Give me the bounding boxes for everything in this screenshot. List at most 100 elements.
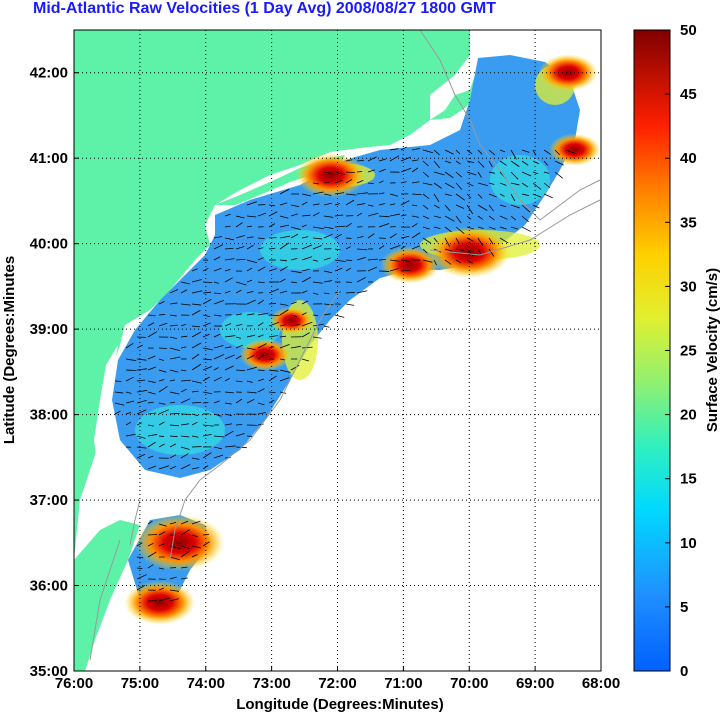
vector-arrow (543, 149, 552, 155)
vector-arrow (224, 365, 234, 371)
vector-arrow (224, 354, 235, 360)
vector-arrow (257, 378, 265, 382)
vector-arrow (312, 191, 324, 195)
vector-arrow (202, 358, 212, 361)
y-axis-label: Latitude (Degrees:Minutes (1, 256, 18, 444)
vector-arrow (389, 259, 400, 262)
vector-arrow (477, 248, 482, 256)
vector-arrow (543, 160, 549, 166)
vector-arrow (345, 159, 353, 162)
vector-arrow (147, 412, 157, 415)
vector-arrow (433, 204, 440, 209)
vector-arrow (257, 257, 264, 261)
vector-arrow (466, 193, 472, 199)
vector-arrow (378, 245, 385, 250)
x-tick-label: 71:00 (384, 675, 422, 692)
vector-arrow (422, 171, 429, 178)
vector-arrow (268, 321, 280, 327)
vector-arrow (290, 204, 300, 208)
vector-arrow (455, 182, 463, 190)
vector-arrow (169, 356, 181, 360)
vector-arrow (301, 236, 309, 239)
vector-arrow (334, 171, 345, 175)
vector-arrow (191, 520, 201, 525)
vector-arrow (488, 193, 497, 198)
hotspot (295, 153, 367, 198)
vector-arrow (235, 380, 243, 383)
vector-arrow (334, 203, 341, 206)
vector-arrow (510, 226, 519, 230)
vector-arrow (169, 545, 181, 549)
vector-arrow (389, 213, 401, 217)
vector-arrow (235, 235, 246, 239)
vector-arrow (422, 215, 430, 220)
vector-arrow (532, 171, 539, 175)
vector-arrow (180, 545, 191, 550)
vector-arrow (257, 266, 266, 272)
vector-arrow (169, 435, 178, 438)
vector-arrow (158, 314, 166, 316)
vector-arrow (224, 247, 234, 250)
vector-arrow (499, 193, 505, 197)
vector-arrow (136, 358, 147, 361)
vector-arrow (301, 358, 310, 362)
hotspots (124, 54, 601, 625)
x-tick-label: 70:00 (450, 675, 488, 692)
vector-arrow (488, 160, 493, 168)
vector-arrow (169, 521, 177, 525)
vector-arrow (268, 314, 280, 317)
vector-arrow (301, 224, 307, 228)
vector-arrow (257, 402, 265, 406)
vector-arrow (125, 433, 136, 437)
vector-arrow (455, 204, 465, 209)
vector-arrow (180, 435, 190, 438)
vector-arrow (356, 192, 368, 195)
vector-arrow (532, 182, 542, 190)
vector-arrow (290, 226, 301, 231)
vector-arrow (169, 369, 179, 373)
vector-arrow (213, 454, 224, 459)
vector-arrow (169, 598, 179, 602)
colorbar-tick-label: 20 (680, 407, 697, 424)
vector-arrow (180, 388, 187, 393)
vector-arrow (499, 226, 507, 230)
vector-arrow (378, 203, 386, 206)
vector-arrow (312, 336, 322, 339)
vector-arrow (169, 454, 177, 459)
vector-arrow (444, 237, 451, 247)
vector-arrow (136, 379, 146, 382)
vector-arrow (466, 171, 477, 176)
vector-arrow (334, 314, 345, 318)
vector-arrow (378, 192, 385, 195)
hotspot (269, 306, 314, 335)
vector-arrow (279, 309, 289, 316)
vector-arrow (367, 266, 378, 272)
vector-arrow (147, 322, 155, 327)
vector-arrow (378, 158, 386, 162)
vector-arrow (136, 453, 146, 459)
colorbar (633, 29, 671, 672)
vector-arrow (202, 314, 211, 318)
vector-arrow (224, 445, 236, 448)
vector-arrow (290, 258, 298, 261)
vector-arrow (213, 345, 224, 349)
vector-arrow (158, 300, 165, 305)
vector-arrow (224, 346, 232, 349)
vector-arrow (136, 389, 148, 393)
vector-arrow (345, 193, 357, 196)
vector-arrow (301, 332, 310, 338)
vector-arrow (169, 314, 177, 317)
vector-arrow (235, 344, 244, 349)
vector-arrow (169, 443, 177, 448)
vector-arrow (323, 233, 333, 239)
land-mass (74, 30, 470, 560)
vector-arrow (334, 192, 345, 195)
vector-arrow (400, 269, 411, 272)
vector-arrow (158, 409, 169, 415)
vector-arrow (191, 402, 202, 404)
vector-arrow (378, 180, 384, 184)
colorbar-tick-label: 5 (680, 599, 688, 616)
vector-arrow (301, 300, 309, 305)
vector-arrow (422, 204, 429, 210)
vector-arrow (477, 149, 483, 155)
